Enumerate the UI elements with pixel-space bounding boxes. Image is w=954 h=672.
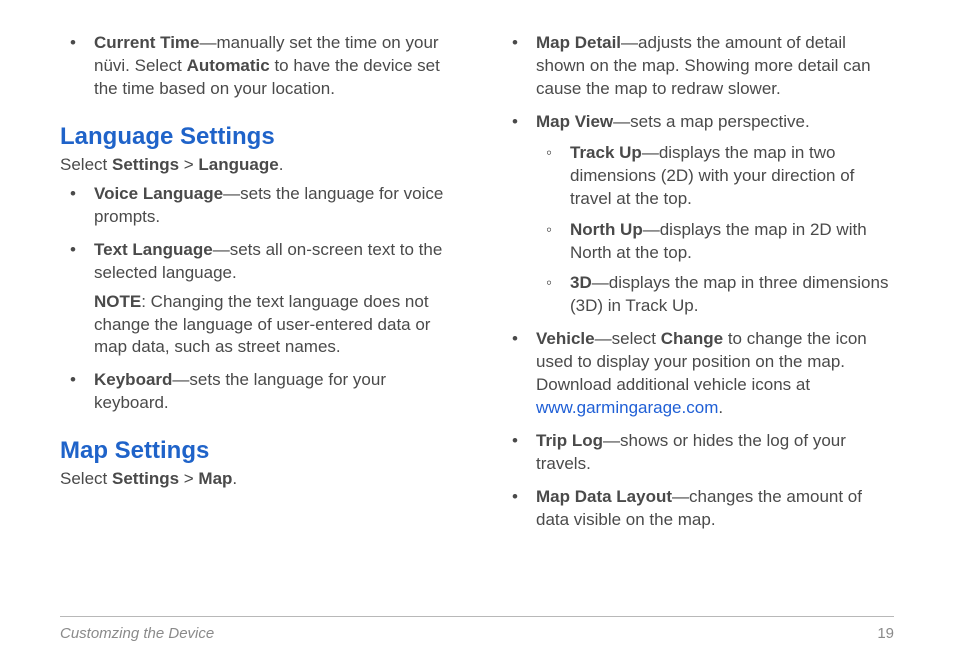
text-language-item: Text Language—sets all on-screen text to… <box>60 239 452 360</box>
map-intro-b1: Settings <box>112 469 179 488</box>
three-d-label: 3D <box>570 273 592 292</box>
map-intro-sep: > <box>179 469 198 488</box>
map-list: Map Detail—adjusts the amount of detail … <box>502 32 894 532</box>
map-intro: Select Settings > Map. <box>60 469 452 489</box>
trip-log-item: Trip Log—shows or hides the log of your … <box>502 430 894 476</box>
map-view-text: —sets a map perspective. <box>613 112 810 131</box>
left-column: Current Time—manually set the time on yo… <box>60 32 452 542</box>
footer-section: Customzing the Device <box>60 625 214 642</box>
north-up-item: North Up—displays the map in 2D with Nor… <box>536 219 894 265</box>
map-settings-heading: Map Settings <box>60 437 452 465</box>
track-up-label: Track Up <box>570 143 642 162</box>
language-settings-heading: Language Settings <box>60 123 452 151</box>
vehicle-bold1: Change <box>661 329 723 348</box>
current-time-item: Current Time—manually set the time on yo… <box>60 32 452 101</box>
map-detail-label: Map Detail <box>536 33 621 52</box>
map-view-label: Map View <box>536 112 613 131</box>
footer-page-number: 19 <box>877 625 894 642</box>
map-detail-item: Map Detail—adjusts the amount of detail … <box>502 32 894 101</box>
note-label: NOTE <box>94 292 141 311</box>
north-up-label: North Up <box>570 220 643 239</box>
page-footer: Customzing the Device 19 <box>60 616 894 642</box>
vehicle-item: Vehicle—select Change to change the icon… <box>502 328 894 420</box>
manual-page: Current Time—manually set the time on yo… <box>0 0 954 672</box>
voice-language-label: Voice Language <box>94 184 223 203</box>
text-language-label: Text Language <box>94 240 213 259</box>
track-up-item: Track Up—displays the map in two dimensi… <box>536 142 894 211</box>
current-time-label: Current Time <box>94 33 200 52</box>
lang-intro-1: Select <box>60 155 112 174</box>
lang-intro-b2: Language <box>198 155 278 174</box>
map-data-layout-label: Map Data Layout <box>536 487 672 506</box>
lang-intro-end: . <box>279 155 284 174</box>
map-view-sublist: Track Up—displays the map in two dimensi… <box>536 142 894 319</box>
map-intro-1: Select <box>60 469 112 488</box>
two-column-layout: Current Time—manually set the time on yo… <box>60 32 894 542</box>
lang-intro-b1: Settings <box>112 155 179 174</box>
three-d-text: —displays the map in three dimensions (3… <box>570 273 888 315</box>
three-d-item: 3D—displays the map in three dimensions … <box>536 272 894 318</box>
keyboard-item: Keyboard—sets the language for your keyb… <box>60 369 452 415</box>
map-data-layout-item: Map Data Layout—changes the amount of da… <box>502 486 894 532</box>
language-intro: Select Settings > Language. <box>60 155 452 175</box>
time-list: Current Time—manually set the time on yo… <box>60 32 452 101</box>
current-time-bold1: Automatic <box>187 56 270 75</box>
map-view-item: Map View—sets a map perspective. Track U… <box>502 111 894 319</box>
vehicle-label: Vehicle <box>536 329 595 348</box>
vehicle-text3: . <box>718 398 723 417</box>
voice-language-item: Voice Language—sets the language for voi… <box>60 183 452 229</box>
language-list: Voice Language—sets the language for voi… <box>60 183 452 415</box>
map-intro-b2: Map <box>198 469 232 488</box>
lang-intro-sep: > <box>179 155 198 174</box>
right-column: Map Detail—adjusts the amount of detail … <box>502 32 894 542</box>
vehicle-text1: —select <box>595 329 661 348</box>
text-language-note: NOTE: Changing the text language does no… <box>94 291 452 360</box>
garmin-garage-link[interactable]: www.garmingarage.com <box>536 398 718 417</box>
trip-log-label: Trip Log <box>536 431 603 450</box>
note-text: : Changing the text language does not ch… <box>94 292 430 357</box>
keyboard-label: Keyboard <box>94 370 172 389</box>
map-intro-end: . <box>232 469 237 488</box>
